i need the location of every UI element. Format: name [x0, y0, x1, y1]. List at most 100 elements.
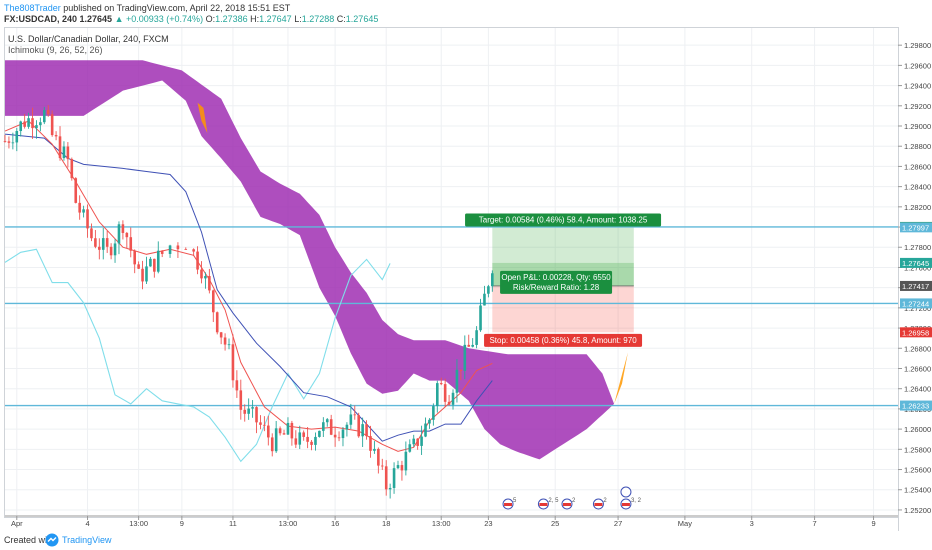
candle-body	[388, 487, 392, 490]
candle-body	[384, 466, 388, 490]
candle-body	[125, 232, 129, 238]
event-count: 2	[603, 498, 607, 504]
candle-body	[467, 344, 471, 347]
ohlc-open-value: 1.27386	[215, 14, 248, 24]
candle-body	[168, 245, 172, 254]
y-tick-label: 1.28200	[904, 203, 931, 212]
y-tick-label: 1.25200	[904, 506, 931, 515]
publish-info: The808Trader published on TradingView.co…	[4, 3, 290, 13]
pnl-label-text: Open P&L: 0.00228, Qty: 6550	[501, 273, 611, 282]
x-tick-label: 23	[484, 519, 492, 528]
x-tick-label: 11	[229, 519, 237, 528]
candle-body	[70, 159, 74, 179]
x-tick-label: 4	[85, 519, 89, 528]
candle-body	[306, 436, 309, 442]
flag-stripe	[594, 503, 603, 506]
candle-body	[113, 243, 117, 256]
x-tick-label: 13:00	[279, 519, 298, 528]
indicator-legend[interactable]: Ichimoku (9, 26, 52, 26)	[8, 45, 103, 55]
economic-events[interactable]: 5 2, 5 2 2 3, 2	[502, 486, 642, 510]
candle-body	[133, 250, 136, 265]
candle-body	[428, 419, 431, 424]
candle-body	[247, 408, 250, 414]
candle-body	[98, 246, 101, 250]
ohlc-open-label: O:	[205, 14, 216, 24]
y-tick-label: 1.25400	[904, 486, 931, 495]
candle-body	[471, 344, 474, 347]
candle-body	[475, 330, 478, 345]
candle-body	[11, 142, 15, 144]
candle-body	[373, 448, 376, 451]
y-tick-label: 1.25600	[904, 466, 931, 475]
candle-body	[357, 415, 360, 437]
price-axis-marker	[900, 222, 932, 233]
horizontal-lines[interactable]	[5, 226, 898, 407]
y-tick-label: 1.27800	[904, 243, 931, 252]
event-count: 2, 5	[548, 498, 559, 504]
candle-body	[82, 209, 85, 213]
author-link[interactable]: The808Trader	[4, 3, 61, 13]
candle-body	[160, 250, 164, 254]
event-count: 3, 2	[631, 498, 642, 504]
candle-body	[239, 390, 243, 410]
kijun-sen-line	[4, 133, 493, 442]
candle-body	[412, 438, 416, 445]
time-axis[interactable]: Apr 4 13:00 9 11 13:00 16 18 13:00 23 25 27 May 3 7 9	[5, 515, 898, 528]
candle-body	[455, 369, 459, 393]
y-tick-label: 1.28600	[904, 162, 931, 171]
candle-body	[176, 245, 180, 250]
price-chart[interactable]: Target: 0.00584 (0.46%) 58.4, Amount: 10…	[0, 26, 932, 531]
event-count: 2	[572, 498, 576, 504]
candle-body	[223, 337, 227, 345]
footer: Created with TradingView	[0, 531, 932, 550]
chart-background	[0, 26, 932, 531]
candle-body	[341, 429, 345, 439]
y-tick-label: 1.26600	[904, 364, 931, 373]
candle-body	[109, 246, 113, 256]
flag-stripe	[539, 503, 548, 506]
candle-body	[137, 264, 140, 269]
last-price: 1.27645	[79, 14, 113, 24]
candle-body	[436, 383, 439, 407]
x-tick-label: 13:00	[432, 519, 451, 528]
candle-body	[274, 428, 278, 452]
tradingview-logo-icon	[45, 533, 59, 547]
candle-body	[451, 392, 455, 405]
candle-body	[439, 383, 443, 385]
candle-body	[333, 434, 337, 438]
y-tick-label: 1.29800	[904, 41, 931, 50]
price-axis-marker-text: 1.27645	[902, 259, 929, 268]
candle-body	[392, 468, 396, 488]
y-tick-label: 1.26800	[904, 344, 931, 353]
x-tick-label: 7	[812, 519, 816, 528]
created-with-text: Created with	[4, 535, 55, 545]
price-axis-marker-text: 1.27997	[902, 223, 929, 232]
candle-body	[192, 249, 195, 252]
us-flag-event-icon	[620, 486, 632, 498]
candle-body	[62, 146, 66, 159]
candle-body	[46, 110, 50, 115]
candle-body	[153, 258, 156, 272]
candle-body	[196, 251, 199, 270]
chart-header: The808Trader published on TradingView.co…	[0, 0, 932, 26]
kumo-cloud-bullish	[197, 102, 208, 134]
candle-body	[141, 268, 144, 282]
price-axis-marker-text: 1.26958	[902, 328, 929, 337]
candle-body	[298, 432, 302, 445]
y-tick-label: 1.25800	[904, 445, 931, 454]
price-axis-marker	[900, 400, 932, 411]
ichimoku-cloud	[5, 60, 628, 460]
candle-body	[219, 332, 223, 338]
price-change: ▲ +0.00933 (+0.74%)	[114, 14, 204, 24]
tradingview-brand[interactable]: TradingView	[62, 535, 112, 545]
symbol[interactable]: FX:USDCAD, 240	[4, 14, 78, 24]
x-tick-label: 27	[614, 519, 622, 528]
candle-body	[416, 438, 419, 446]
candle-body	[156, 250, 160, 272]
candle-body	[66, 146, 70, 160]
flag-stripe	[621, 503, 630, 506]
candle-body	[19, 121, 23, 132]
x-tick-label: 18	[382, 519, 390, 528]
candle-body	[35, 125, 38, 129]
candle-body	[432, 406, 435, 420]
